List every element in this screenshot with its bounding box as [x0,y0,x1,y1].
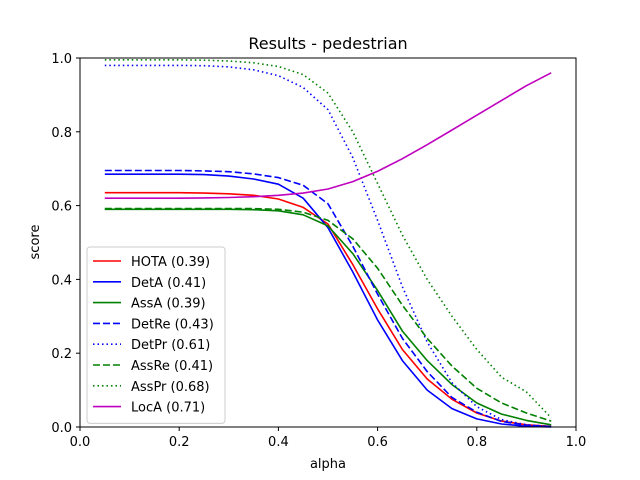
series-layer [104,58,552,428]
y-axis: 0.0 0.2 0.4 0.6 0.8 1.0 [51,52,80,436]
x-tick-label: 0.4 [268,435,289,450]
plot-frame [79,57,577,428]
legend-entry: DetA (0.41) [131,276,206,291]
x-axis: 0.0 0.2 0.4 0.6 0.8 1.0 [70,427,587,450]
x-tick-label: 1.0 [566,435,587,450]
legend-box [86,246,226,424]
legend-entry: DetRe (0.43) [131,317,214,332]
x-tick-label: 0.0 [70,435,91,450]
y-tick-label: 0.8 [51,126,72,141]
legend-entry: LocA (0.71) [131,401,205,416]
legend-entry: AssPr (0.68) [131,380,210,395]
series-line-7 [104,72,552,199]
x-axis-label: alpha [310,457,346,472]
y-tick-label: 0.0 [51,421,72,436]
chart-title: Results - pedestrian [248,34,407,53]
x-tick-label: 0.6 [367,435,388,450]
x-tick-label: 0.8 [466,435,487,450]
y-tick-label: 1.0 [51,52,72,67]
legend: HOTA (0.39) DetA (0.41) AssA (0.39) DetRe (… [86,246,226,424]
legend-entry: AssA (0.39) [131,297,206,312]
series-line-5 [104,207,552,422]
legend-entry: AssRe (0.41) [131,359,213,374]
y-tick-label: 0.6 [51,200,72,215]
x-tick-label: 0.2 [169,435,190,450]
series-line-3 [104,169,552,428]
y-tick-label: 0.2 [51,347,72,362]
legend-entry: HOTA (0.39) [131,255,210,270]
series-line-4 [104,64,552,428]
series-line-1 [104,173,552,428]
legend-entry: DetPr (0.61) [131,338,210,353]
series-line-6 [104,58,552,419]
y-tick-label: 0.4 [51,273,72,288]
y-axis-label: score [28,225,43,260]
